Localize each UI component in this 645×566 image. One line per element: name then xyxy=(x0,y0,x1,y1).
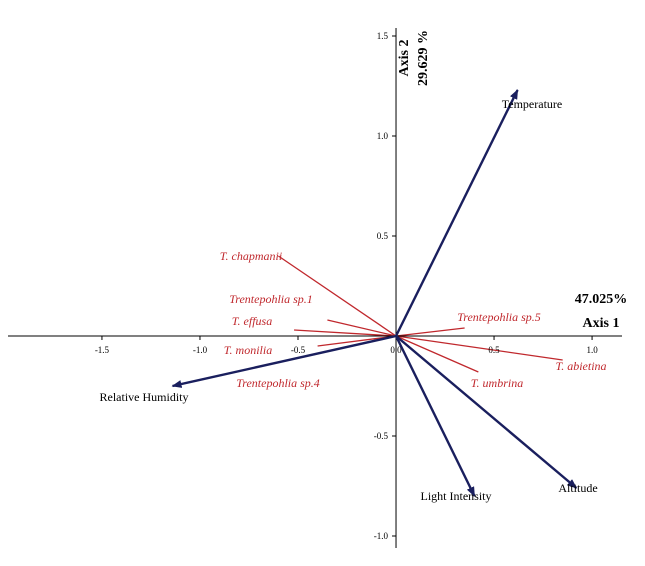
y-axis-title-group: Axis 2 xyxy=(397,40,412,77)
species-label-trentepohlia-sp-1: Trentepohlia sp.1 xyxy=(229,292,313,306)
axes xyxy=(8,28,622,548)
species-vector-t-umbrina xyxy=(395,335,479,373)
x-tick-label: 0.5 xyxy=(488,345,500,355)
env-label-relative-humidity: Relative Humidity xyxy=(100,390,189,404)
env-vector-light-intensity xyxy=(394,335,476,497)
y-tick-label: -1.0 xyxy=(374,531,389,541)
env-vector-temperature xyxy=(394,89,519,337)
env-label-light-intensity: Light Intensity xyxy=(421,489,492,503)
labels: Temperature Relative Humidity Light Intens… xyxy=(100,97,607,503)
species-vector-trentepohlia-sp-5 xyxy=(395,327,465,337)
y-tick-label: 1.0 xyxy=(377,131,389,141)
x-axis-variance: 47.025% xyxy=(575,292,628,307)
env-vector-relative-humidity xyxy=(171,334,397,388)
y-axis-title: Axis 2 xyxy=(397,40,412,77)
y-axis-variance: 29.629 % xyxy=(416,30,431,86)
species-label-trentepohlia-sp-4: Trentepohlia sp.4 xyxy=(236,376,320,390)
species-vector-t-effusa xyxy=(294,329,397,337)
y-tick-label: 0.5 xyxy=(377,231,389,241)
x-axis-title: Axis 1 xyxy=(583,316,620,331)
species-label-t-umbrina: T. umbrina xyxy=(471,376,523,390)
species-vector-t-abietina xyxy=(395,335,563,361)
y-tick-label: -0.5 xyxy=(374,431,389,441)
species-vector-t-chapmanii xyxy=(278,255,397,337)
env-label-altitude: Altitude xyxy=(558,481,597,495)
species-label-t-monilia: T. monilia xyxy=(224,343,272,357)
x-tick-label: -0.5 xyxy=(291,345,306,355)
env-vector-altitude xyxy=(395,335,578,489)
x-tick-label: 1.0 xyxy=(586,345,598,355)
x-tick-label: 0.0 xyxy=(390,345,402,355)
species-label-t-chapmanii: T. chapmanii xyxy=(220,249,282,263)
y-axis-variance-group: 29.629 % xyxy=(416,30,431,86)
env-label-temperature: Temperature xyxy=(502,97,562,111)
species-vector-t-monilia xyxy=(317,335,397,347)
y-tick-label: 1.5 xyxy=(377,31,389,41)
species-label-trentepohlia-sp-5: Trentepohlia sp.5 xyxy=(457,310,541,324)
x-tick-label: -1.5 xyxy=(95,345,110,355)
species-vector-trentepohlia-sp-1 xyxy=(327,319,397,337)
species-label-t-abietina: T. abietina xyxy=(555,359,606,373)
environmental-vectors xyxy=(171,89,578,497)
axis-ticks: -1.5 -1.0 -0.5 0.0 0.5 1.0 -1.0 -0.5 0.5 1.0 1.5 xyxy=(95,31,598,541)
species-vectors xyxy=(278,255,563,373)
species-label-t-effusa: T. effusa xyxy=(232,314,272,328)
x-tick-label: -1.0 xyxy=(193,345,208,355)
